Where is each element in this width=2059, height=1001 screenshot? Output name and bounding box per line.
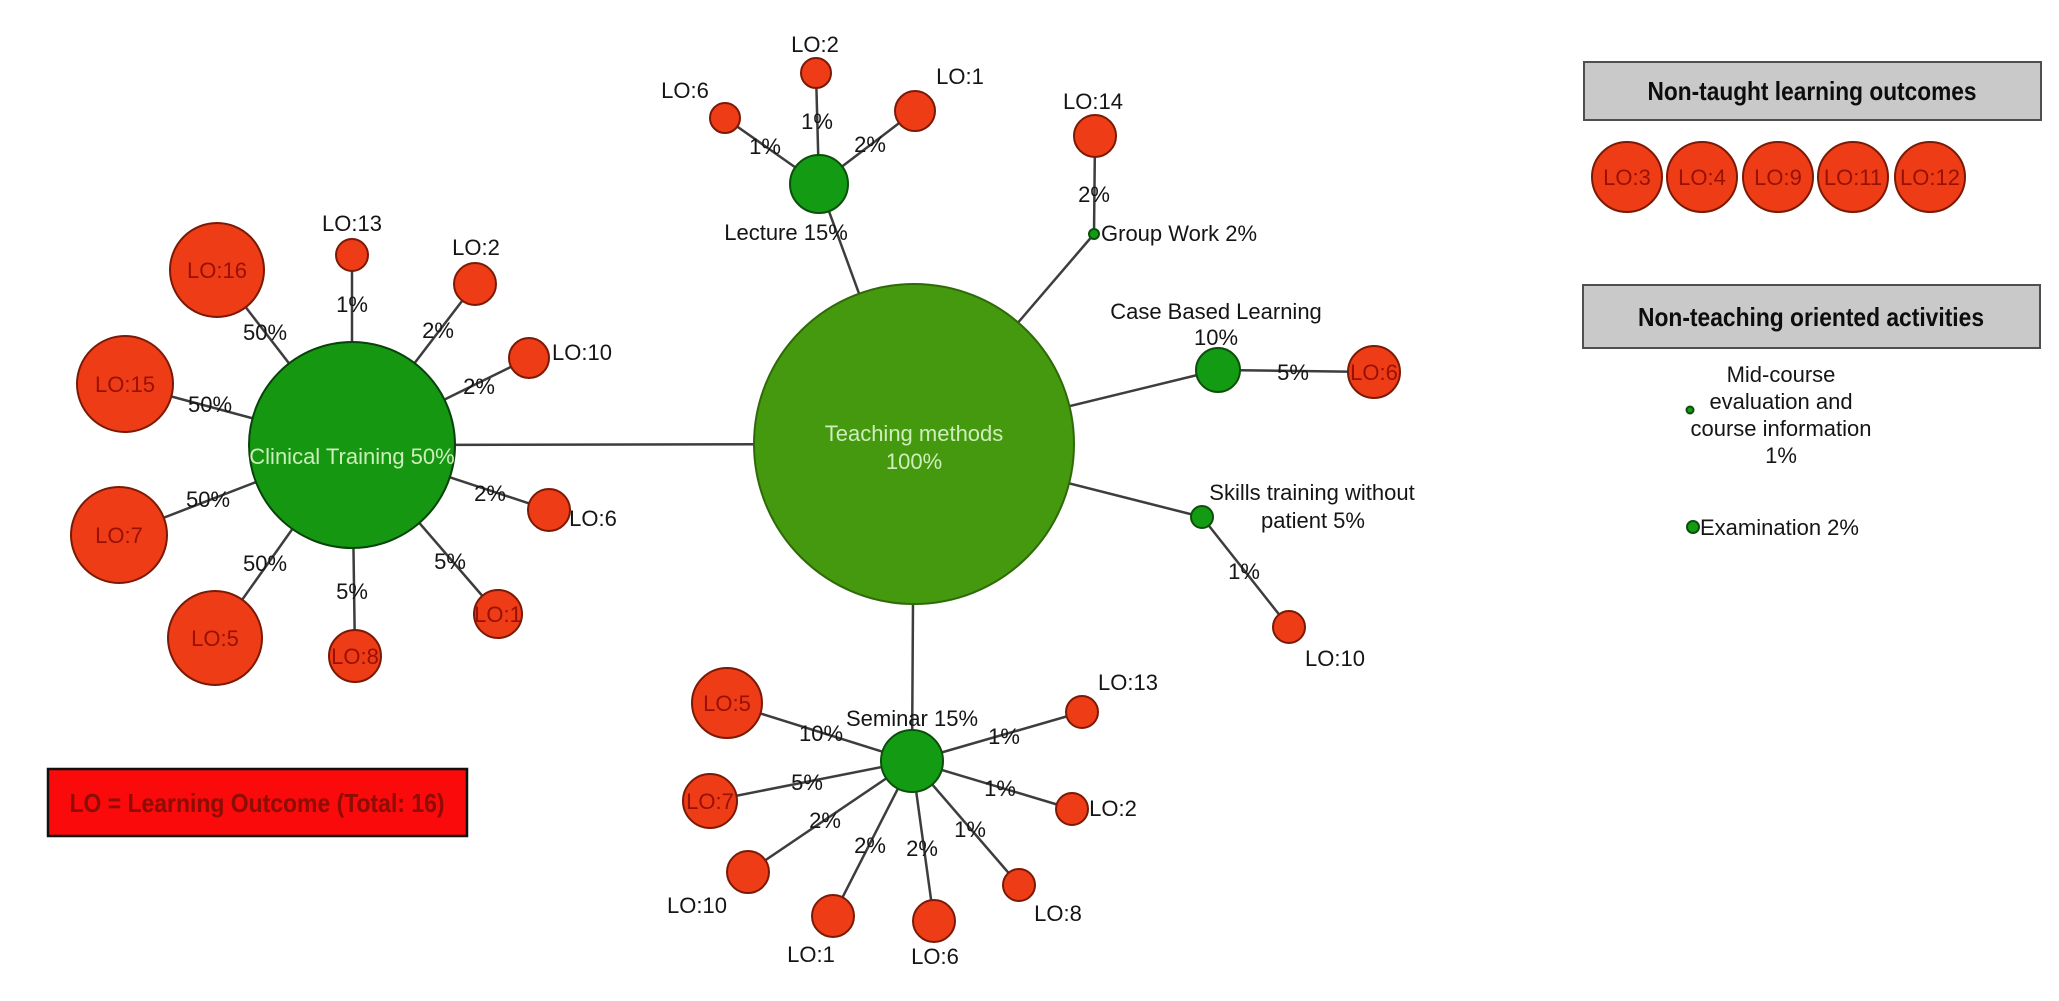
svg-text:LO:11: LO:11 <box>1824 165 1882 190</box>
svg-text:LO:10: LO:10 <box>667 893 727 918</box>
svg-text:2%: 2% <box>809 808 841 833</box>
svg-text:LO:6: LO:6 <box>569 506 617 531</box>
svg-text:50%: 50% <box>186 487 230 512</box>
svg-text:LO:6: LO:6 <box>911 944 959 969</box>
svg-text:Clinical Training 50%: Clinical Training 50% <box>249 444 454 469</box>
svg-text:1%: 1% <box>1765 443 1797 468</box>
svg-text:LO:1: LO:1 <box>474 602 522 627</box>
svg-text:LO = Learning Outcome (Total:: LO = Learning Outcome (Total: 16) <box>70 788 445 818</box>
svg-text:LO:14: LO:14 <box>1063 89 1123 114</box>
svg-text:LO:13: LO:13 <box>322 211 382 236</box>
svg-text:LO:7: LO:7 <box>95 523 143 548</box>
svg-text:Group Work 2%: Group Work 2% <box>1101 221 1257 246</box>
svg-text:Seminar 15%: Seminar 15% <box>846 706 978 731</box>
svg-text:2%: 2% <box>463 374 495 399</box>
svg-text:1%: 1% <box>984 776 1016 801</box>
svg-text:LO:2: LO:2 <box>791 32 839 57</box>
svg-text:LO:3: LO:3 <box>1603 165 1651 190</box>
svg-text:LO:10: LO:10 <box>552 340 612 365</box>
svg-text:LO:1: LO:1 <box>787 942 835 967</box>
svg-text:1%: 1% <box>336 292 368 317</box>
svg-text:50%: 50% <box>188 392 232 417</box>
svg-text:Lecture 15%: Lecture 15% <box>724 220 848 245</box>
svg-text:100%: 100% <box>886 449 942 474</box>
svg-text:1%: 1% <box>749 134 781 159</box>
svg-text:Case Based Learning: Case Based Learning <box>1110 299 1322 324</box>
svg-text:5%: 5% <box>336 579 368 604</box>
svg-text:2%: 2% <box>854 833 886 858</box>
svg-text:50%: 50% <box>243 551 287 576</box>
svg-text:evaluation and: evaluation and <box>1709 389 1852 414</box>
svg-text:LO:6: LO:6 <box>1350 360 1398 385</box>
svg-text:LO:9: LO:9 <box>1754 165 1802 190</box>
svg-text:Non-teaching oriented activiti: Non-teaching oriented activities <box>1638 302 1984 332</box>
svg-text:50%: 50% <box>243 320 287 345</box>
svg-text:LO:16: LO:16 <box>187 258 247 283</box>
svg-text:LO:4: LO:4 <box>1678 165 1726 190</box>
svg-text:1%: 1% <box>801 109 833 134</box>
svg-text:LO:2: LO:2 <box>1089 796 1137 821</box>
svg-text:2%: 2% <box>1078 182 1110 207</box>
svg-text:Teaching methods: Teaching methods <box>825 421 1004 446</box>
svg-text:10%: 10% <box>799 721 843 746</box>
svg-text:5%: 5% <box>791 770 823 795</box>
svg-text:LO:1: LO:1 <box>936 64 984 89</box>
svg-text:2%: 2% <box>474 481 506 506</box>
svg-text:10%: 10% <box>1194 325 1238 350</box>
svg-text:2%: 2% <box>422 318 454 343</box>
svg-text:LO:5: LO:5 <box>703 691 751 716</box>
svg-text:LO:7: LO:7 <box>686 789 734 814</box>
svg-text:LO:5: LO:5 <box>191 626 239 651</box>
svg-text:1%: 1% <box>954 817 986 842</box>
svg-text:1%: 1% <box>988 724 1020 749</box>
svg-text:LO:6: LO:6 <box>661 78 709 103</box>
svg-text:LO:10: LO:10 <box>1305 646 1365 671</box>
svg-text:5%: 5% <box>434 549 466 574</box>
svg-text:1%: 1% <box>1228 559 1260 584</box>
svg-text:LO:12: LO:12 <box>1900 165 1960 190</box>
svg-text:Skills training without: Skills training without <box>1209 480 1414 505</box>
svg-text:patient 5%: patient 5% <box>1261 508 1365 533</box>
svg-text:2%: 2% <box>906 836 938 861</box>
svg-text:2%: 2% <box>854 132 886 157</box>
svg-text:LO:8: LO:8 <box>1034 901 1082 926</box>
svg-text:LO:15: LO:15 <box>95 372 155 397</box>
svg-text:LO:13: LO:13 <box>1098 670 1158 695</box>
svg-text:LO:2: LO:2 <box>452 235 500 260</box>
svg-text:Mid-course: Mid-course <box>1727 362 1836 387</box>
svg-text:Examination 2%: Examination 2% <box>1700 515 1859 540</box>
svg-text:5%: 5% <box>1277 360 1309 385</box>
svg-text:Non-taught learning outcomes: Non-taught learning outcomes <box>1648 76 1977 106</box>
svg-text:course information: course information <box>1691 416 1872 441</box>
svg-text:LO:8: LO:8 <box>331 644 379 669</box>
